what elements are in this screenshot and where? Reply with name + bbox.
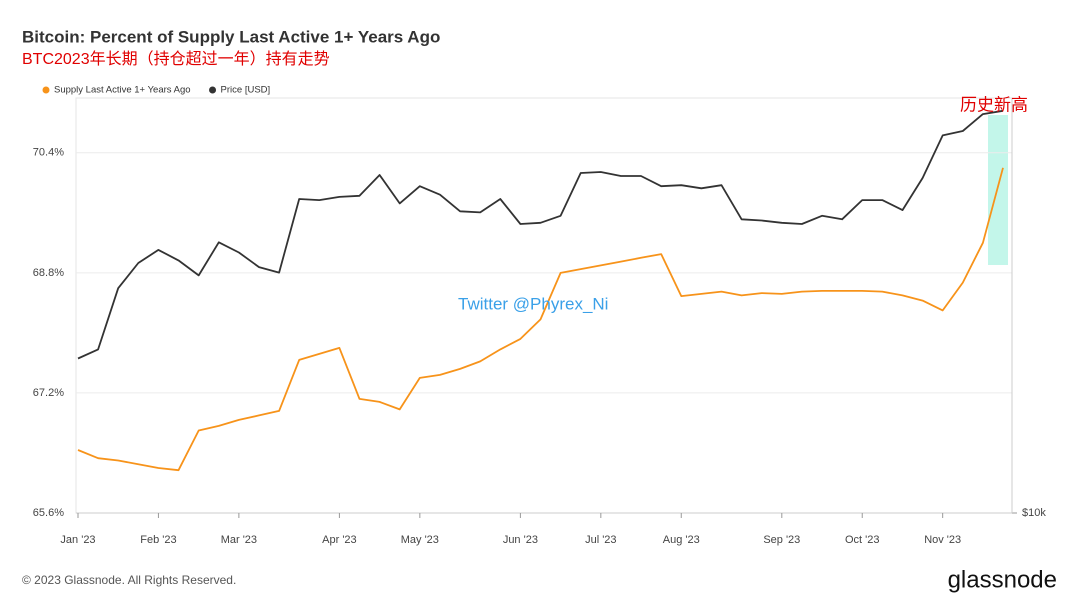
y2-tick-label: $10k (1022, 507, 1046, 519)
chart-subtitle: BTC2023年长期（持仓超过一年）持有走势 (22, 50, 330, 68)
legend-label: Price [USD] (221, 85, 271, 96)
x-tick-label: May '23 (401, 534, 439, 546)
x-tick-label: Apr '23 (322, 534, 357, 546)
x-tick-label: Jun '23 (503, 534, 538, 546)
x-tick-label: Mar '23 (221, 534, 257, 546)
x-tick-label: Jan '23 (60, 534, 95, 546)
logo: glassnode (948, 566, 1057, 593)
x-tick-label: Feb '23 (140, 534, 176, 546)
x-tick-label: Oct '23 (845, 534, 880, 546)
highlight-box (988, 115, 1008, 265)
watermark: Twitter @Phyrex_Ni (458, 294, 608, 313)
legend-marker (209, 86, 217, 94)
y-tick-label: 67.2% (33, 387, 64, 399)
legend-label: Supply Last Active 1+ Years Ago (54, 85, 191, 96)
y-tick-label: 68.8% (33, 267, 64, 279)
x-tick-label: Nov '23 (924, 534, 961, 546)
chart-title: Bitcoin: Percent of Supply Last Active 1… (22, 27, 440, 46)
x-tick-label: Aug '23 (663, 534, 700, 546)
copyright: © 2023 Glassnode. All Rights Reserved. (22, 573, 236, 587)
x-tick-label: Sep '23 (763, 534, 800, 546)
x-tick-label: Jul '23 (585, 534, 616, 546)
annotation: 历史新高 (960, 95, 1028, 114)
legend-marker (42, 86, 50, 94)
y-tick-label: 70.4% (33, 147, 64, 159)
y-tick-label: 65.6% (33, 507, 64, 519)
series-line (77, 167, 1004, 472)
series-line (77, 109, 1004, 360)
